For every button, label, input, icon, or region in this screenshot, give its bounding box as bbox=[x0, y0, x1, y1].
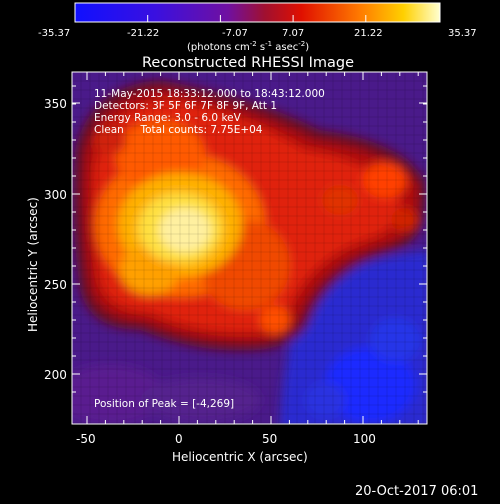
colorbar-tick-label: -35.37 bbox=[38, 28, 70, 39]
colorbar-units: (photons cm-2 s-1 asec-2) bbox=[187, 40, 309, 53]
plot-title: Reconstructed RHESSI Image bbox=[142, 55, 354, 71]
footer-timestamp: 20-Oct-2017 06:01 bbox=[355, 484, 478, 499]
peak-position-label: Position of Peak = [-4,269] bbox=[94, 398, 234, 410]
info-time-range: 11-May-2015 18:33:12.000 to 18:43:12.000 bbox=[94, 88, 325, 100]
x-axis-label: Heliocentric X (arcsec) bbox=[172, 450, 308, 464]
y-tick-label: 250 bbox=[44, 278, 67, 292]
x-tick-label: 0 bbox=[175, 432, 183, 446]
pixel-grid-overlay bbox=[72, 72, 427, 424]
colorbar: -35.37 -21.22 -7.07 7.07 21.22 35.37 (ph… bbox=[38, 2, 477, 53]
info-clean-counts: Clean Total counts: 7.75E+04 bbox=[94, 124, 263, 136]
axis-ticks bbox=[72, 72, 427, 424]
y-axis-label: Heliocentric Y (arcsec) bbox=[26, 197, 40, 332]
colorbar-tick-label: 21.22 bbox=[354, 28, 383, 39]
rhessi-image bbox=[72, 72, 427, 424]
info-energy-range: Energy Range: 3.0 - 6.0 keV bbox=[94, 112, 242, 124]
x-tick-label: -50 bbox=[76, 432, 96, 446]
y-tick-label: 300 bbox=[44, 188, 67, 202]
y-tick-label: 200 bbox=[44, 368, 67, 382]
x-tick-label: 100 bbox=[353, 432, 376, 446]
colorbar-tick-label: -21.22 bbox=[127, 28, 159, 39]
info-detectors: Detectors: 3F 5F 6F 7F 8F 9F, Att 1 bbox=[94, 100, 277, 112]
colorbar-ticks bbox=[74, 15, 441, 22]
y-tick-label: 350 bbox=[44, 97, 67, 111]
colorbar-tick-label: 35.37 bbox=[448, 28, 477, 39]
info-block: 11-May-2015 18:33:12.000 to 18:43:12.000… bbox=[94, 88, 325, 136]
x-tick-label: 50 bbox=[262, 432, 277, 446]
emission-map bbox=[72, 80, 427, 424]
colorbar-tick-label: -7.07 bbox=[222, 28, 248, 39]
colorbar-gradient bbox=[74, 2, 441, 23]
colorbar-tick-label: 7.07 bbox=[282, 28, 304, 39]
